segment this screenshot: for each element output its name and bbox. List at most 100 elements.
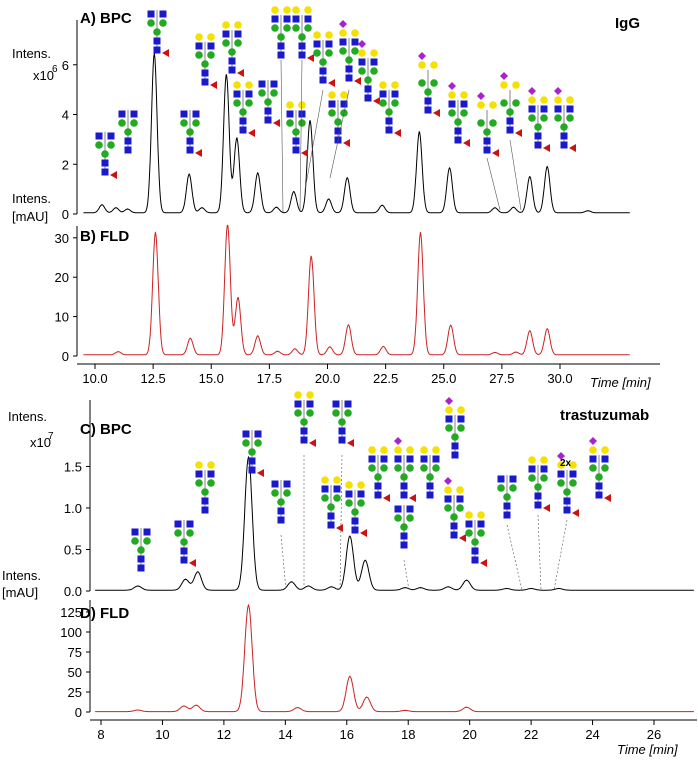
glcnac-icon bbox=[374, 482, 382, 490]
mannose-icon bbox=[528, 114, 536, 122]
galactose-icon bbox=[207, 461, 215, 469]
galactose-icon bbox=[351, 29, 359, 37]
mannose-icon bbox=[374, 473, 382, 481]
mannose-icon bbox=[368, 464, 376, 472]
glcnac-icon bbox=[358, 58, 366, 66]
galactose-icon bbox=[418, 61, 426, 69]
glcnac-icon bbox=[95, 132, 103, 140]
x-tick-label-B: 10.0 bbox=[82, 371, 107, 386]
peak-point-A bbox=[188, 173, 190, 175]
peak-point-B bbox=[117, 351, 119, 353]
peak-point-A bbox=[381, 204, 383, 206]
fucose-icon bbox=[354, 77, 361, 85]
glcnac-icon bbox=[264, 107, 272, 115]
peak-point-B bbox=[494, 351, 496, 354]
glcnac-icon bbox=[201, 506, 209, 514]
fucose-icon bbox=[409, 494, 416, 502]
fucose-icon bbox=[309, 439, 316, 447]
peak-point-A bbox=[127, 208, 129, 210]
glcnac-icon bbox=[228, 57, 236, 65]
galactose-icon bbox=[528, 456, 536, 464]
glcnac-icon bbox=[207, 42, 215, 50]
peak-point-A bbox=[236, 137, 238, 139]
glycan-structure bbox=[271, 6, 291, 59]
glcnac-icon bbox=[147, 10, 155, 18]
glycan-structure bbox=[332, 400, 354, 447]
glcnac-icon bbox=[313, 40, 321, 48]
galactose-icon bbox=[321, 476, 329, 484]
peak-point-D bbox=[183, 705, 185, 707]
glcnac-icon bbox=[528, 105, 536, 113]
y-tick-label-B: 20 bbox=[55, 270, 69, 285]
mannose-icon bbox=[400, 473, 408, 481]
glcnac-icon bbox=[503, 502, 511, 510]
fucose-icon bbox=[336, 524, 343, 532]
fucose-icon bbox=[195, 149, 202, 157]
peak-point-A bbox=[449, 167, 451, 169]
glcnac-icon bbox=[300, 427, 308, 435]
fucose-icon bbox=[480, 559, 487, 567]
mannose-icon bbox=[534, 123, 542, 131]
galactose-icon bbox=[380, 446, 388, 454]
mannose-icon bbox=[147, 19, 155, 27]
fucose-icon bbox=[463, 139, 470, 147]
glcnac-icon bbox=[595, 491, 603, 499]
y-tick-label-B: 30 bbox=[55, 231, 69, 246]
glcnac-icon bbox=[298, 51, 306, 59]
fucose-icon bbox=[328, 79, 335, 87]
glycan-structure bbox=[445, 397, 465, 459]
peak-point-A bbox=[346, 177, 348, 179]
mannose-icon bbox=[234, 39, 242, 47]
glycan-structure bbox=[497, 475, 517, 519]
glcnac-icon bbox=[242, 430, 250, 438]
glcnac-icon bbox=[233, 90, 241, 98]
mannose-icon bbox=[271, 24, 279, 32]
y-tick-label-A: 0 bbox=[62, 207, 69, 222]
fucose-icon bbox=[373, 97, 380, 105]
mannose-icon bbox=[506, 108, 514, 116]
glycan-structure bbox=[418, 52, 440, 117]
glcnac-icon bbox=[394, 455, 402, 463]
glcnac-icon bbox=[124, 146, 132, 154]
glcnac-icon bbox=[457, 415, 465, 423]
mannose-icon bbox=[207, 51, 215, 59]
fucose-icon bbox=[257, 469, 264, 477]
glcnac-icon bbox=[143, 528, 151, 536]
sialic-acid-icon bbox=[444, 477, 452, 485]
mannose-icon bbox=[159, 19, 167, 27]
mannose-icon bbox=[186, 529, 194, 537]
y-tick-label-C: 0.5 bbox=[64, 542, 82, 557]
glycan-structure bbox=[368, 446, 390, 502]
glcnac-icon bbox=[560, 132, 568, 140]
peak-point-B bbox=[257, 335, 259, 337]
galactose-icon bbox=[298, 101, 306, 109]
peak-point-A bbox=[225, 74, 227, 76]
glycan-connector bbox=[403, 559, 410, 591]
glycan-structure bbox=[95, 132, 117, 179]
mannose-icon bbox=[364, 76, 372, 84]
fucose-icon bbox=[394, 129, 401, 137]
glycan-connector bbox=[553, 519, 568, 591]
glycan-structure bbox=[554, 87, 576, 152]
glycan-structure bbox=[180, 110, 202, 157]
galactose-icon bbox=[245, 81, 253, 89]
mannose-icon bbox=[500, 99, 508, 107]
peak-point-B bbox=[329, 346, 331, 348]
galactose-icon bbox=[540, 456, 548, 464]
glcnac-icon bbox=[338, 436, 346, 444]
mannose-icon bbox=[131, 537, 139, 545]
mannose-icon bbox=[426, 473, 434, 481]
peak-point-A bbox=[293, 191, 295, 193]
glcnac-icon bbox=[400, 482, 408, 490]
mannose-icon bbox=[195, 51, 203, 59]
glcnac-icon bbox=[534, 141, 542, 149]
y-tick-label-D: 100 bbox=[60, 625, 82, 640]
fucose-icon bbox=[210, 81, 217, 89]
panel-title-a: A) BPC bbox=[80, 10, 132, 27]
panel-title-b: B) FLD bbox=[80, 228, 129, 245]
glycan-structure bbox=[147, 10, 169, 57]
galactose-icon bbox=[465, 511, 473, 519]
glcnac-icon bbox=[186, 137, 194, 145]
galactose-icon bbox=[457, 406, 465, 414]
mannose-icon bbox=[456, 504, 464, 512]
